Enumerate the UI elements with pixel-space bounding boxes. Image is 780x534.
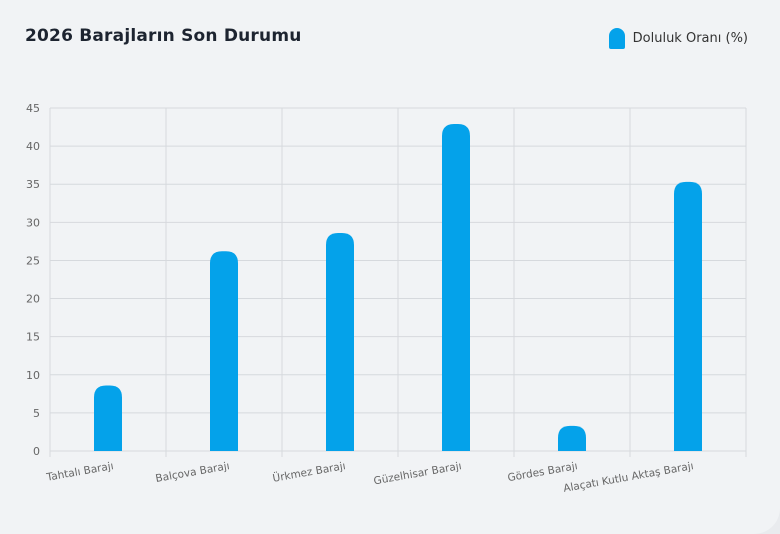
y-tick-label: 10 — [26, 369, 40, 382]
bar[interactable] — [210, 251, 238, 451]
chart-title: 2026 Barajların Son Durumu — [25, 26, 302, 46]
x-tick-label: Gördes Barajı — [507, 460, 579, 484]
y-tick-label: 30 — [26, 216, 40, 229]
bar[interactable] — [94, 385, 122, 451]
y-tick-label: 0 — [33, 445, 40, 458]
legend-swatch — [608, 28, 625, 49]
bar[interactable] — [442, 124, 470, 452]
y-tick-label: 40 — [26, 140, 40, 153]
y-tick-label: 5 — [33, 407, 40, 420]
x-tick-label: Alaçatı Kutlu Aktaş Barajı — [562, 460, 694, 495]
bar[interactable] — [674, 181, 702, 452]
bar[interactable] — [558, 425, 586, 451]
x-tick-label: Balçova Barajı — [155, 460, 231, 485]
y-tick-label: 20 — [26, 293, 40, 306]
x-tick-label: Tahtalı Barajı — [45, 460, 115, 484]
x-tick-label: Ürkmez Barajı — [272, 459, 347, 485]
x-tick-label: Güzelhisar Barajı — [373, 460, 463, 487]
legend[interactable]: Doluluk Oranı (%) — [608, 28, 748, 49]
y-tick-label: 25 — [26, 254, 40, 267]
y-tick-label: 15 — [26, 331, 40, 344]
y-tick-label: 45 — [26, 102, 40, 115]
legend-label: Doluluk Oranı (%) — [632, 31, 748, 46]
y-tick-label: 35 — [26, 178, 40, 191]
bar[interactable] — [326, 233, 354, 451]
